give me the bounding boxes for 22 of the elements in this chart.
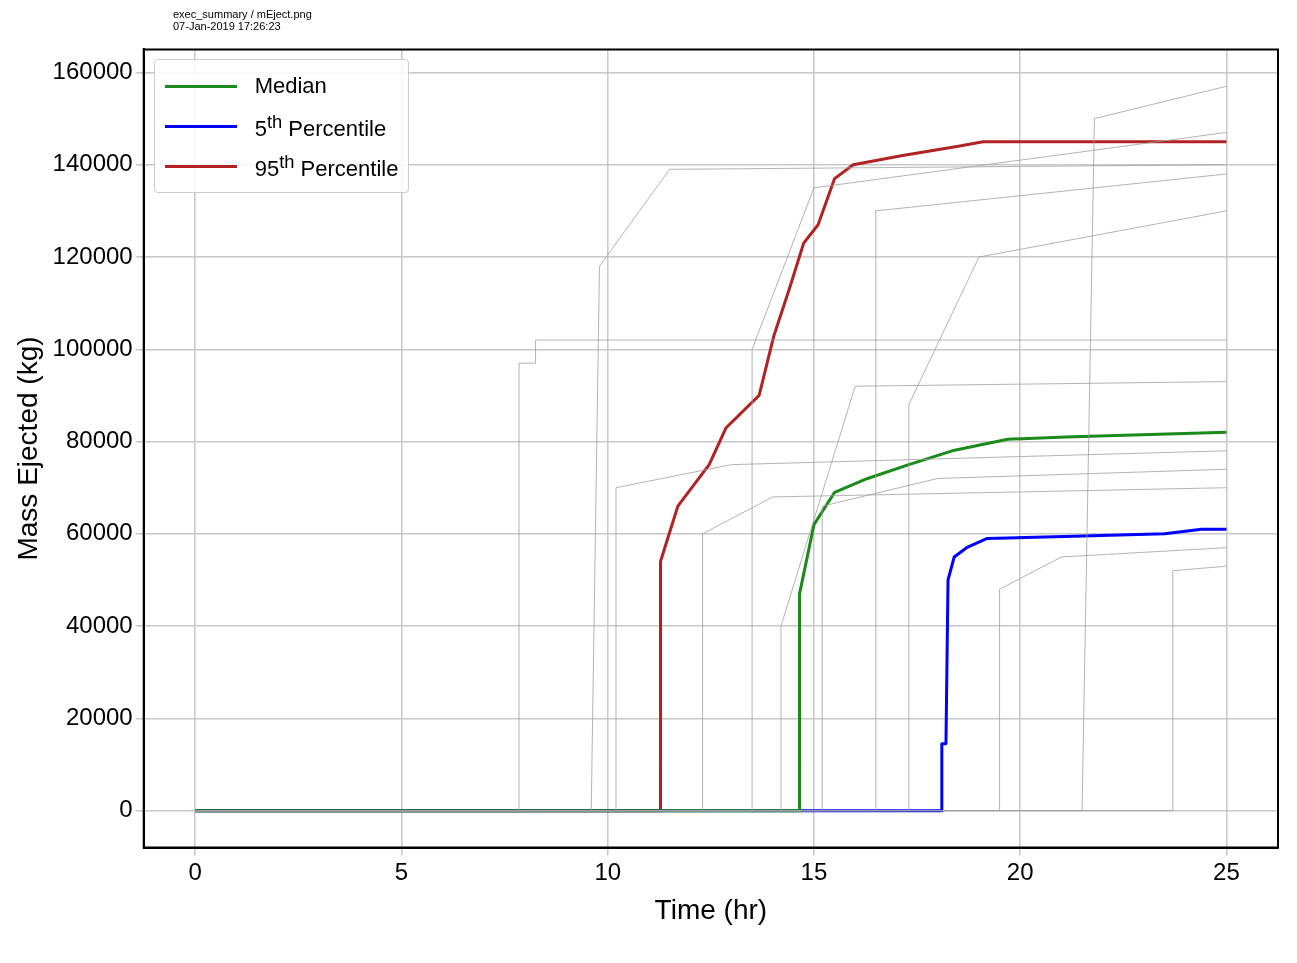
legend-label: 95$^{th}$ Percentile (254, 150, 399, 183)
y-tick-label: 40000 (65, 610, 133, 638)
y-tick-label: 140000 (52, 149, 133, 177)
legend-label: Median (254, 73, 327, 100)
x-tick-label: 20 (1006, 857, 1034, 885)
y-tick-label: 60000 (65, 518, 133, 546)
y-axis-title: Mass Ejected (kg) (11, 336, 43, 561)
x-tick-label: 0 (188, 857, 202, 885)
x-tick-label: 15 (800, 857, 828, 885)
x-tick-label: 25 (1213, 857, 1240, 885)
x-tick-label: 10 (594, 857, 622, 885)
y-tick-label: 80000 (65, 426, 133, 454)
y-tick-label: 160000 (52, 57, 133, 85)
text: exec_summary / mEject.png (173, 8, 313, 20)
x-axis-title: Time (hr) (654, 893, 768, 925)
legend-label: 5$^{th}$ Percentile (254, 110, 387, 143)
y-tick-label: 0 (119, 795, 133, 823)
y-tick-label: 20000 (65, 703, 133, 731)
text: 07-Jan-2019 17:26:23 (173, 20, 282, 32)
x-tick-label: 5 (394, 857, 409, 885)
y-tick-label: 100000 (52, 333, 133, 361)
y-tick-label: 120000 (52, 241, 133, 269)
